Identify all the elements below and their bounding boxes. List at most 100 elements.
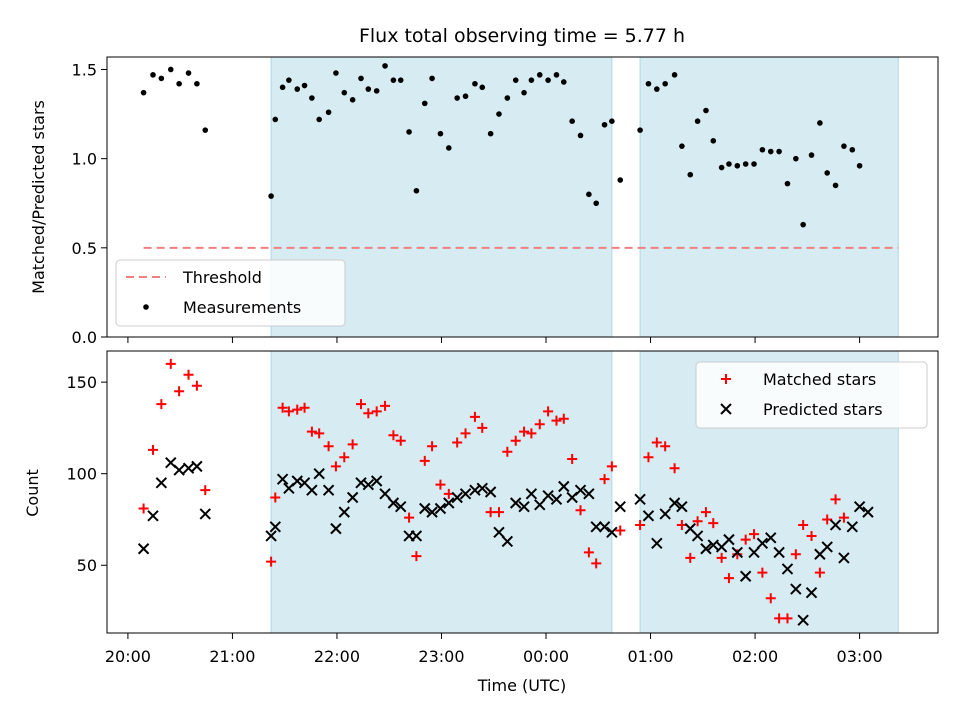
predicted-stars-point — [387, 497, 400, 509]
ratio-point — [512, 77, 519, 83]
x-tick-label: 20:00 — [105, 647, 151, 666]
ratio-point — [726, 161, 732, 167]
ratio-point — [358, 75, 364, 82]
matched-stars-point — [558, 413, 569, 424]
predicted-stars-point — [790, 583, 802, 595]
predicted-stars-point — [829, 519, 842, 531]
predicted-stars-point — [598, 521, 611, 533]
ratio-point — [341, 89, 348, 96]
predicted-stars-point — [419, 502, 431, 515]
matched-stars-point — [765, 593, 776, 604]
predicted-stars-point — [346, 491, 359, 504]
ratio-point — [759, 146, 766, 153]
ratio-point — [808, 152, 815, 158]
predicted-stars-point — [410, 530, 423, 542]
ratio-point — [662, 80, 668, 87]
matched-stars-point — [635, 519, 646, 530]
predicted-stars-point — [691, 530, 704, 542]
ratio-point — [654, 86, 660, 92]
count-legend-box — [695, 361, 928, 429]
predicted-stars-point — [476, 482, 488, 495]
count-y-tick-label: 100 — [66, 465, 97, 484]
ratio-point — [586, 191, 592, 198]
matched-stars-point — [519, 426, 530, 437]
legend-threshold-label: Threshold — [182, 268, 262, 287]
legend-measurements-label: Measurements — [183, 298, 301, 317]
ratio-point — [504, 95, 511, 101]
ratio-point — [272, 116, 279, 123]
matched-stars-point — [757, 567, 768, 578]
predicted-stars-point — [707, 539, 719, 551]
matched-stars-point — [774, 613, 785, 624]
legend-predicted-label: Predicted stars — [763, 400, 883, 419]
ratio-point — [472, 80, 478, 87]
predicted-stars-point — [676, 500, 688, 513]
ratio-point — [637, 127, 643, 133]
matched-stars-point — [749, 529, 760, 540]
predicted-stars-point — [723, 533, 735, 546]
x-tick-label: 02:00 — [732, 647, 778, 666]
predicted-stars-point — [765, 532, 777, 544]
predicted-stars-point — [731, 546, 744, 559]
count-legend: Matched stars Predicted stars — [695, 361, 928, 429]
matched-stars-point — [266, 556, 277, 567]
ratio-point — [601, 121, 608, 128]
predicted-stars-point — [558, 480, 570, 493]
matched-stars-point — [814, 567, 825, 578]
predicted-stars-point — [434, 502, 447, 515]
ratio-y-axis-label: Matched/Predicted stars — [29, 100, 48, 294]
predicted-stars-point — [493, 526, 505, 538]
ratio-point — [841, 143, 847, 149]
ratio-point — [429, 75, 435, 82]
ratio-y-tick-label: 1.0 — [72, 150, 97, 169]
predicted-stars-point — [137, 543, 150, 555]
predicted-stars-point — [614, 500, 626, 513]
ratio-point — [268, 193, 274, 199]
predicted-stars-point — [338, 506, 350, 518]
legend-measurements-swatch — [143, 304, 149, 310]
count-axes-frame — [106, 350, 939, 634]
matched-stars-point — [174, 386, 185, 397]
ratio-point — [710, 138, 717, 144]
matched-stars-point — [339, 452, 350, 463]
predicted-stars-point — [276, 473, 289, 485]
ratio-point — [437, 130, 444, 137]
predicted-stars-point — [821, 541, 833, 553]
matched-stars-point — [782, 613, 793, 624]
matched-stars-point — [165, 358, 176, 369]
ratio-point — [150, 72, 156, 78]
matched-stars-point — [138, 503, 149, 514]
ratio-y-tick-label: 1.5 — [72, 60, 97, 79]
matched-stars-point — [427, 441, 438, 452]
matched-stars-point — [798, 519, 809, 530]
predicted-stars-point — [313, 467, 325, 480]
ratio-panel: 0.0 0.5 1.0 1.5 Threshold Measurements — [72, 56, 939, 347]
ratio-legend: Threshold Measurements — [115, 259, 346, 327]
matched-stars-point — [323, 441, 334, 452]
predicted-stars-point — [370, 475, 383, 487]
count-y-tick-label: 50 — [77, 556, 97, 575]
matched-stars-point — [543, 406, 554, 417]
ratio-point — [817, 120, 823, 126]
ratio-point — [496, 111, 502, 117]
ratio-point — [316, 116, 322, 123]
chart-title: Flux total observing time = 5.77 h — [359, 25, 685, 47]
predicted-stars-point — [395, 500, 407, 513]
predicted-stars-point — [265, 530, 277, 542]
x-tick-label: 21:00 — [209, 647, 255, 666]
matched-stars-point — [356, 399, 367, 410]
matched-stars-point — [583, 547, 594, 558]
ratio-point — [406, 129, 412, 135]
legend-matched-swatch — [721, 374, 731, 384]
ratio-point — [751, 161, 757, 167]
predicted-stars-point — [443, 497, 455, 509]
ratio-point — [609, 118, 615, 125]
legend-predicted-swatch — [720, 403, 732, 415]
matched-stars-point — [806, 530, 817, 541]
matched-stars-point — [395, 435, 406, 446]
matched-stars-point — [452, 437, 463, 448]
predicted-stars-point — [748, 546, 760, 559]
matched-stars-point — [716, 552, 727, 563]
matched-stars-point — [371, 406, 382, 417]
ratio-point — [784, 180, 791, 187]
